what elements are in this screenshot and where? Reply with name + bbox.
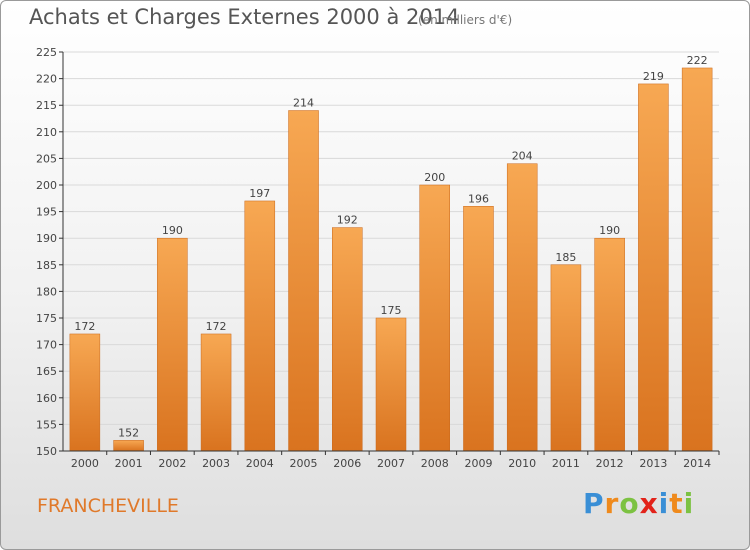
logo-letter: P — [583, 487, 605, 520]
data-label-2011: 185 — [555, 251, 576, 264]
x-tick-label-2007: 2007 — [377, 457, 405, 470]
bar-2013 — [638, 83, 669, 452]
data-label-2004: 197 — [249, 187, 270, 200]
y-tick-label: 180 — [36, 285, 57, 298]
x-tick-label-2014: 2014 — [683, 457, 711, 470]
logo-letter: r — [604, 487, 620, 520]
y-tick-label: 165 — [36, 365, 57, 378]
bar-2001 — [113, 440, 144, 452]
logo-letter: o — [619, 487, 640, 520]
x-tick-label-2010: 2010 — [508, 457, 536, 470]
data-label-2013: 219 — [643, 70, 664, 83]
bar-2006 — [332, 227, 363, 452]
bar-2012 — [594, 237, 625, 452]
bar-2000 — [69, 333, 101, 452]
data-label-2012: 190 — [599, 224, 620, 237]
data-label-2005: 214 — [293, 97, 314, 110]
proxiti-logo: Proxiti — [583, 487, 694, 520]
chart-title: Achats et Charges Externes 2000 à 2014 — [29, 5, 460, 29]
y-tick-label: 155 — [36, 418, 57, 431]
y-tick-label: 225 — [36, 46, 57, 59]
bar-2004 — [244, 200, 276, 452]
x-tick-label-2006: 2006 — [333, 457, 361, 470]
y-tick-label: 170 — [36, 339, 57, 352]
data-label-2007: 175 — [381, 304, 402, 317]
chart-subtitle: (en milliers d'€) — [418, 13, 513, 27]
y-tick-label: 210 — [36, 126, 57, 139]
logo-letter: i — [683, 487, 695, 520]
commune-name: FRANCHEVILLE — [37, 495, 179, 517]
logo-letter: t — [669, 487, 684, 520]
data-label-2003: 172 — [206, 320, 227, 333]
y-tick-label: 205 — [36, 152, 57, 165]
y-tick-label: 200 — [36, 179, 57, 192]
data-label-2010: 204 — [512, 150, 533, 163]
logo-letter: x — [639, 487, 659, 520]
bar-2011 — [550, 264, 582, 452]
y-tick-label: 215 — [36, 99, 57, 112]
data-label-2002: 190 — [162, 224, 183, 237]
data-label-2001: 152 — [118, 426, 139, 439]
x-tick-label-2012: 2012 — [596, 457, 624, 470]
data-label-2009: 196 — [468, 192, 489, 205]
x-tick-label-2002: 2002 — [158, 457, 186, 470]
y-tick-label: 160 — [36, 392, 57, 405]
labels: 150 155 160 165 170 175 180 185 190 195 200 205 210 2… — [36, 46, 711, 470]
x-tick-label-2008: 2008 — [421, 457, 449, 470]
x-tick-label-2013: 2013 — [639, 457, 667, 470]
y-tick-label: 175 — [36, 312, 57, 325]
bar-2008 — [419, 184, 450, 452]
x-tick-label-2001: 2001 — [115, 457, 143, 470]
bar-2005 — [288, 110, 319, 452]
bars — [69, 67, 713, 452]
axes — [59, 51, 720, 455]
y-tick-label: 190 — [36, 232, 57, 245]
x-tick-label-2011: 2011 — [552, 457, 580, 470]
x-tick-label-2003: 2003 — [202, 457, 230, 470]
bar-2009 — [463, 206, 494, 452]
x-tick-label-2000: 2000 — [71, 457, 99, 470]
bar-2007 — [375, 317, 407, 452]
data-label-2008: 200 — [424, 171, 445, 184]
data-label-2014: 222 — [687, 54, 708, 67]
x-tick-label-2004: 2004 — [246, 457, 274, 470]
bar-2010 — [506, 163, 538, 452]
data-label-2006: 192 — [337, 214, 358, 227]
bar-2003 — [200, 333, 232, 452]
y-tick-label: 185 — [36, 259, 57, 272]
y-tick-label: 195 — [36, 206, 57, 219]
y-tick-label: 150 — [36, 445, 57, 458]
logo-letter: i — [658, 487, 670, 520]
data-label-2000: 172 — [74, 320, 95, 333]
bar-2002 — [157, 237, 188, 452]
bar-2014 — [681, 67, 713, 452]
y-tick-label: 220 — [36, 73, 57, 86]
x-tick-label-2005: 2005 — [290, 457, 318, 470]
x-tick-label-2009: 2009 — [464, 457, 492, 470]
